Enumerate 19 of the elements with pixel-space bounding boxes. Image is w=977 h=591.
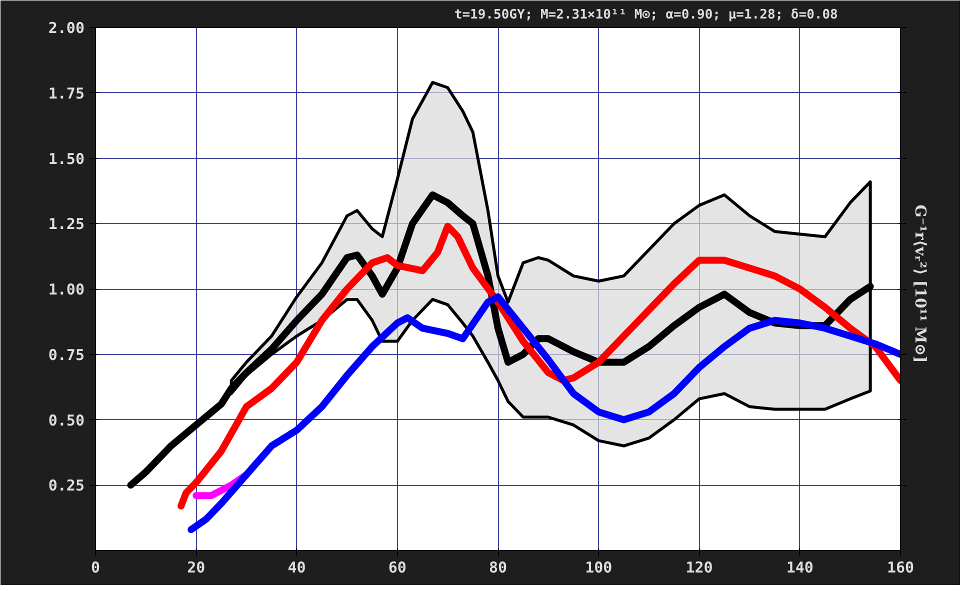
y-tick-label: 0.75: [48, 346, 84, 364]
y-tick-label: 0.25: [48, 476, 84, 495]
y-tick-label: 2.00: [48, 19, 84, 37]
x-tick-label: 160: [886, 558, 914, 576]
y-tick-label: 1.50: [48, 150, 84, 168]
x-tick-label: 80: [488, 558, 508, 576]
x-tick-label: 100: [585, 558, 612, 576]
chart-title: t=19.50GY; M=2.31×10¹¹ M⊙; α=0.90; μ=1.28; δ=0.08: [454, 8, 838, 22]
x-tick-label: 20: [187, 558, 206, 576]
x-tick-label: 40: [288, 558, 306, 576]
y-tick-label: 1.00: [48, 280, 84, 298]
x-tick-label: 0: [90, 558, 100, 576]
x-tick-label: 120: [686, 558, 713, 576]
y-tick-label: 1.75: [48, 84, 84, 102]
y-tick-label: 0.50: [48, 411, 84, 430]
y-tick-label: 1.25: [48, 215, 84, 234]
x-tick-label: 140: [786, 558, 814, 576]
x-tick-label: 60: [388, 558, 406, 576]
y-axis-title: G⁻¹r⟨vᵣ²⟩ [10¹¹ M⊙]: [912, 204, 930, 363]
